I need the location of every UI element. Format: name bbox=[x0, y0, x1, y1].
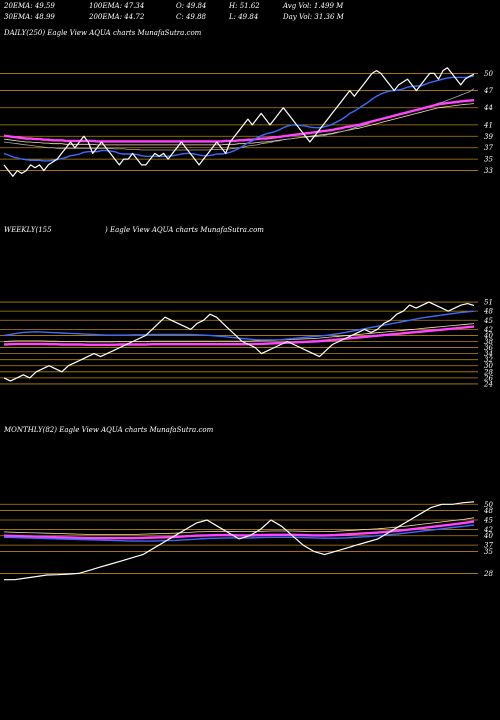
daily-price-line bbox=[3, 67, 475, 177]
header-20ema: 20EMA: 49.59 bbox=[4, 2, 55, 10]
header-avg-vol: Avg Vol: 1.499 M bbox=[283, 2, 344, 10]
weekly-level-label: 32 bbox=[484, 356, 493, 364]
monthly-level-label: 37 bbox=[484, 542, 493, 550]
daily-ema20-line bbox=[3, 75, 475, 162]
monthly-price-line bbox=[4, 501, 475, 581]
monthly-level-label: 45 bbox=[483, 517, 493, 525]
monthly-level-label: 48 bbox=[483, 507, 493, 515]
weekly-level-label: 42 bbox=[483, 326, 493, 334]
daily-level-label: 41 bbox=[483, 121, 493, 129]
header-low: L: 49.84 bbox=[229, 13, 259, 21]
weekly-panel-title-right: ) Eagle View AQUA charts MunafaSutra.com bbox=[105, 226, 264, 234]
header-open: O: 49.84 bbox=[176, 2, 207, 10]
daily-panel-title: DAILY(250) Eagle View AQUA charts Munafa… bbox=[4, 29, 202, 37]
daily-level-label: 33 bbox=[484, 167, 493, 175]
header-high: H: 51.62 bbox=[229, 2, 260, 10]
weekly-level-label: 26 bbox=[483, 374, 493, 382]
daily-ema200-line bbox=[3, 103, 475, 146]
monthly-level-label: 40 bbox=[483, 532, 493, 540]
weekly-level-label: 38 bbox=[484, 338, 493, 346]
header-30ema: 30EMA: 48.99 bbox=[4, 13, 55, 21]
weekly-level-label: 45 bbox=[483, 317, 493, 325]
header-close: C: 49.88 bbox=[176, 13, 206, 21]
weekly-price-line bbox=[3, 301, 475, 382]
daily-level-label: 35 bbox=[484, 156, 493, 164]
monthly-level-label: 35 bbox=[484, 548, 493, 556]
weekly-level-label: 28 bbox=[483, 368, 493, 376]
monthly-panel-title: MONTHLY(82) Eagle View AQUA charts Munaf… bbox=[4, 426, 214, 434]
header-day-vol: Day Vol: 31.36 M bbox=[283, 13, 344, 21]
weekly-level-label: 51 bbox=[484, 299, 493, 307]
header-200ema: 200EMA: 44.72 bbox=[89, 13, 145, 21]
header-100ema: 100EMA: 47.34 bbox=[89, 2, 145, 10]
weekly-ema-mid-line bbox=[3, 323, 475, 343]
monthly-short-ema-line bbox=[3, 524, 475, 542]
daily-level-label: 50 bbox=[484, 70, 493, 78]
monthly-long-ema-line bbox=[3, 520, 475, 540]
daily-level-label: 47 bbox=[483, 87, 493, 95]
weekly-long-ema-line bbox=[3, 325, 475, 346]
monthly-level-label: 42 bbox=[483, 526, 493, 534]
daily-level-label: 37 bbox=[484, 144, 493, 152]
monthly-level-label: 28 bbox=[483, 570, 493, 578]
weekly-level-label: 40 bbox=[483, 332, 493, 340]
monthly-ema-mid-line bbox=[3, 517, 475, 535]
weekly-level-label: 30 bbox=[484, 362, 493, 370]
weekly-level-label: 24 bbox=[483, 380, 493, 388]
daily-long-ema-line bbox=[3, 99, 475, 143]
monthly-level-label: 50 bbox=[484, 501, 493, 509]
daily-level-label: 44 bbox=[483, 104, 493, 112]
weekly-level-label: 34 bbox=[484, 350, 493, 358]
daily-level-label: 39 bbox=[484, 133, 493, 141]
weekly-panel-title-left: WEEKLY(155 bbox=[4, 226, 52, 234]
weekly-level-label: 36 bbox=[484, 344, 493, 352]
weekly-level-label: 48 bbox=[483, 308, 493, 316]
